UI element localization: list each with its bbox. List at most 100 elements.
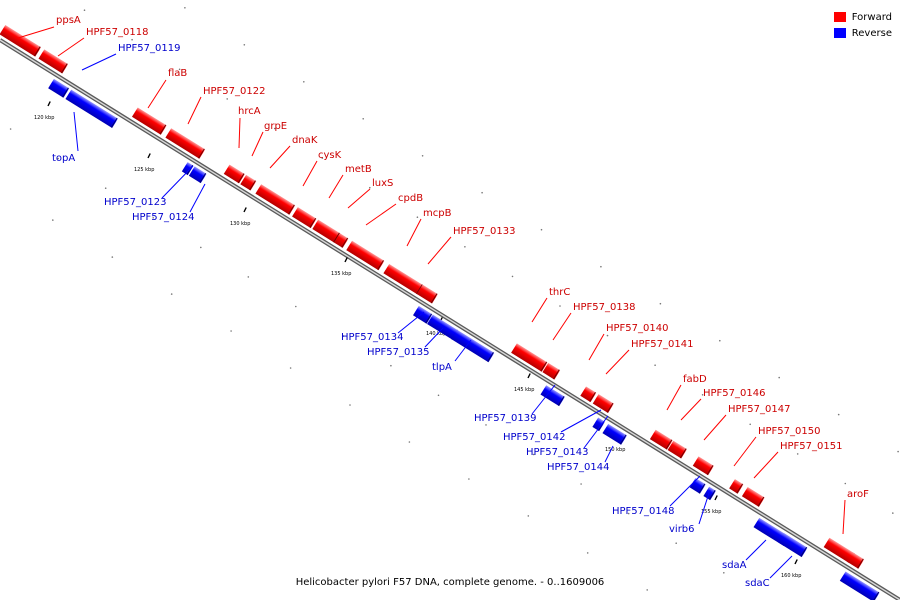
reverse-gene[interactable]	[777, 532, 808, 558]
guide-dot	[342, 335, 345, 337]
guide-dot	[723, 572, 725, 574]
forward-gene[interactable]	[580, 386, 597, 403]
forward-gene[interactable]	[846, 552, 865, 569]
gene-label-leader	[328, 174, 344, 199]
gene-label-leader	[238, 117, 241, 149]
forward-gene[interactable]	[255, 184, 296, 215]
gene-label-leader	[427, 236, 452, 265]
forward-gene[interactable]	[131, 107, 167, 135]
gene-label-leader	[365, 203, 397, 226]
scale-tick-mark	[527, 373, 531, 379]
gene-label: HPF57_0139	[474, 413, 536, 424]
gene-box	[165, 128, 206, 159]
gene-end-mark	[606, 402, 614, 413]
forward-gene[interactable]	[0, 25, 42, 57]
scale-tick-label: 140 kbp	[426, 331, 446, 337]
gene-end-mark	[487, 352, 494, 362]
gene-end-mark	[540, 361, 548, 372]
gene-label: HPF57_0142	[503, 432, 565, 443]
forward-gene[interactable]	[292, 207, 317, 229]
gene-label: cysK	[318, 150, 342, 161]
gene-end-mark	[430, 293, 438, 304]
reverse-gene[interactable]	[451, 329, 495, 363]
gene-end-mark	[62, 87, 69, 98]
gene-label-leader	[552, 312, 572, 341]
gene-label-leader	[147, 79, 167, 109]
guide-dot	[178, 68, 181, 71]
reverse-gene[interactable]	[540, 385, 565, 407]
gene-label: hrcA	[238, 106, 261, 117]
gene-label: thrC	[549, 287, 570, 298]
scale-tick-label: 150 kbp	[605, 447, 625, 453]
forward-gene[interactable]	[383, 263, 424, 295]
forward-gene[interactable]	[692, 456, 714, 476]
reverse-gene[interactable]	[48, 78, 70, 98]
gene-label: HPF57_0140	[606, 323, 668, 334]
gene-label: grpE	[264, 121, 287, 132]
guide-dot	[104, 187, 107, 189]
gene-label: topA	[52, 153, 75, 164]
forward-gene[interactable]	[542, 362, 561, 380]
forward-gene[interactable]	[346, 240, 385, 271]
reverse-gene[interactable]	[413, 305, 433, 324]
gene-label: HPF57_0134	[341, 332, 403, 343]
gene-end-mark	[333, 232, 340, 243]
guide-dot	[408, 441, 411, 443]
scale-tick-mark	[344, 257, 348, 263]
guide-dot	[184, 7, 186, 9]
gene-label: sdaC	[745, 578, 770, 589]
gene-label: aroF	[847, 489, 869, 500]
gene-box	[312, 219, 341, 243]
gene-end-mark	[61, 63, 68, 74]
genes-layer	[0, 25, 880, 600]
gene-label-leader	[703, 414, 727, 441]
gene-label: HPF57_0146	[703, 388, 765, 399]
gene-label: HPF57_0141	[631, 339, 693, 350]
gene-label: HPF57_0147	[728, 404, 790, 415]
forward-gene[interactable]	[649, 429, 673, 450]
reverse-gene[interactable]	[689, 478, 706, 494]
reverse-gene[interactable]	[602, 423, 627, 445]
forward-gene[interactable]	[38, 49, 69, 74]
gene-label: HPF57_0135	[367, 347, 429, 358]
forward-gene[interactable]	[240, 174, 257, 191]
gene-box	[383, 263, 424, 295]
reverse-gene[interactable]	[65, 89, 118, 128]
reverse-gene[interactable]	[703, 486, 717, 501]
scale-tick-mark	[147, 153, 151, 159]
gene-label-leader	[560, 409, 602, 433]
guide-dot	[468, 478, 470, 480]
guide-dot	[654, 364, 656, 367]
forward-gene[interactable]	[165, 128, 206, 159]
gene-label-leader	[57, 37, 85, 57]
guide-dot	[892, 512, 894, 514]
forward-gene[interactable]	[511, 343, 548, 372]
gene-end-mark	[679, 448, 687, 459]
forward-gene[interactable]	[416, 284, 438, 304]
forward-gene[interactable]	[312, 219, 341, 243]
forward-gene[interactable]	[592, 394, 614, 414]
gene-label: dnaK	[292, 135, 318, 146]
guide-dot	[464, 246, 466, 248]
gene-box	[540, 385, 565, 407]
gene-end-mark	[237, 173, 245, 184]
scale-tick-label: 130 kbp	[230, 221, 250, 227]
forward-swatch	[833, 12, 846, 22]
scale-tick-label: 125 kbp	[134, 167, 154, 173]
gene-box	[346, 240, 385, 271]
reverse-gene[interactable]	[188, 166, 207, 184]
forward-gene[interactable]	[223, 164, 245, 184]
gene-box	[741, 486, 765, 507]
forward-gene[interactable]	[741, 486, 765, 507]
genome-axis-highlight	[0, 39, 900, 600]
gene-label: sdaA	[722, 560, 747, 571]
forward-gene[interactable]	[334, 233, 349, 248]
forward-gene[interactable]	[667, 440, 687, 459]
forward-gene[interactable]	[729, 479, 744, 494]
guide-dot	[295, 305, 297, 308]
strand-legend: Forward Reverse	[833, 9, 892, 41]
guide-dot	[559, 305, 561, 307]
gene-box	[451, 329, 495, 363]
gene-label-leader	[583, 415, 609, 449]
gene-label-leader	[17, 26, 55, 39]
